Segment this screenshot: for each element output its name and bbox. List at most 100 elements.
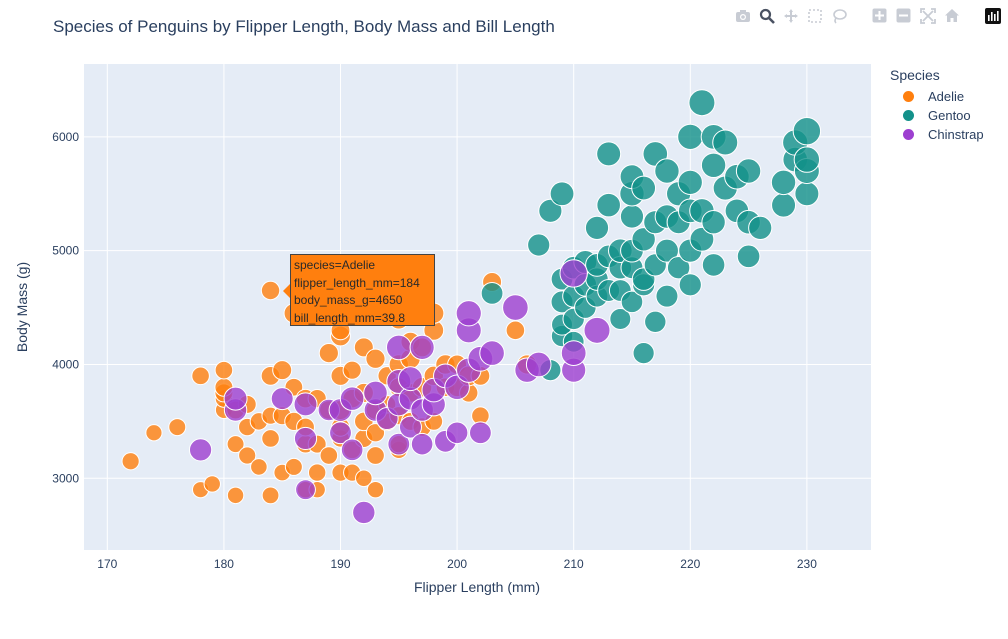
data-point-chinstrap[interactable] — [525, 351, 552, 378]
data-point-adelie[interactable] — [203, 475, 221, 493]
data-point-gentoo[interactable] — [701, 210, 726, 235]
data-point-adelie[interactable] — [226, 486, 245, 505]
data-point-adelie[interactable] — [505, 320, 526, 341]
data-point-gentoo[interactable] — [619, 204, 645, 229]
data-point-chinstrap[interactable] — [469, 421, 492, 445]
zoom-in-icon[interactable] — [870, 6, 889, 25]
data-point-gentoo[interactable] — [712, 129, 739, 156]
data-point-gentoo[interactable] — [794, 181, 820, 207]
data-point-gentoo[interactable] — [644, 310, 667, 333]
data-point-gentoo[interactable] — [620, 290, 644, 314]
data-point-adelie[interactable] — [214, 360, 234, 380]
data-point-chinstrap[interactable] — [339, 386, 365, 411]
data-point-gentoo[interactable] — [689, 226, 715, 252]
data-point-chinstrap[interactable] — [398, 415, 422, 439]
data-point-adelie[interactable] — [284, 457, 303, 476]
data-point-chinstrap[interactable] — [293, 392, 318, 417]
data-point-chinstrap[interactable] — [295, 479, 316, 501]
data-point-adelie[interactable] — [121, 452, 140, 471]
data-point-adelie[interactable] — [261, 429, 280, 448]
data-point-gentoo[interactable] — [538, 198, 563, 223]
zoom-icon[interactable] — [757, 6, 776, 25]
data-point-chinstrap[interactable] — [352, 500, 376, 525]
data-point-adelie[interactable] — [250, 458, 268, 476]
data-point-gentoo[interactable] — [700, 152, 727, 178]
data-point-gentoo[interactable] — [688, 89, 716, 117]
data-point-gentoo[interactable] — [735, 158, 762, 184]
data-point-gentoo[interactable] — [748, 215, 773, 240]
camera-icon[interactable] — [733, 6, 752, 25]
legend-item-chinstrap[interactable]: Chinstrap — [890, 125, 984, 144]
data-point-gentoo[interactable] — [655, 284, 679, 308]
data-point-chinstrap[interactable] — [387, 432, 411, 456]
series-gentoo[interactable] — [480, 89, 822, 382]
data-point-chinstrap[interactable] — [223, 386, 248, 411]
data-point-gentoo[interactable] — [631, 175, 657, 201]
data-point-adelie[interactable] — [307, 463, 327, 482]
data-point-gentoo[interactable] — [584, 215, 610, 240]
reset-axes-icon[interactable] — [942, 6, 961, 25]
data-point-adelie[interactable] — [260, 280, 281, 301]
data-point-gentoo[interactable] — [596, 141, 622, 167]
data-point-gentoo[interactable] — [770, 169, 797, 196]
data-point-gentoo[interactable] — [666, 256, 691, 280]
data-point-adelie[interactable] — [238, 446, 257, 465]
data-point-chinstrap[interactable] — [502, 294, 529, 321]
data-point-adelie[interactable] — [319, 446, 339, 465]
data-point-adelie[interactable] — [191, 366, 210, 386]
data-point-gentoo[interactable] — [771, 192, 797, 218]
data-point-gentoo[interactable] — [678, 273, 702, 297]
data-point-adelie[interactable] — [365, 423, 386, 443]
data-point-gentoo[interactable] — [793, 146, 821, 173]
data-point-chinstrap[interactable] — [455, 300, 482, 327]
data-points[interactable] — [121, 89, 822, 525]
data-point-adelie[interactable] — [272, 360, 293, 381]
data-point-chinstrap[interactable] — [560, 340, 587, 366]
data-point-adelie[interactable] — [168, 418, 187, 437]
data-point-chinstrap[interactable] — [340, 438, 364, 462]
legend-item-adelie[interactable]: Adelie — [890, 87, 984, 106]
data-point-adelie[interactable] — [366, 446, 385, 465]
data-point-gentoo[interactable] — [736, 244, 761, 269]
data-point-chinstrap[interactable] — [363, 380, 388, 406]
data-point-chinstrap[interactable] — [293, 426, 318, 451]
data-point-gentoo[interactable] — [609, 307, 632, 330]
series-chinstrap[interactable] — [188, 259, 611, 525]
box-select-icon[interactable] — [805, 6, 824, 25]
data-point-chinstrap[interactable] — [445, 421, 469, 445]
data-point-chinstrap[interactable] — [479, 340, 505, 366]
lasso-icon[interactable] — [829, 6, 848, 25]
data-point-adelie[interactable] — [318, 342, 339, 364]
zoom-out-icon[interactable] — [894, 6, 913, 25]
data-point-gentoo[interactable] — [480, 281, 504, 305]
data-point-adelie[interactable] — [366, 480, 385, 499]
data-point-gentoo[interactable] — [631, 227, 656, 252]
data-point-gentoo[interactable] — [632, 341, 655, 365]
data-point-adelie[interactable] — [342, 360, 362, 380]
data-point-adelie[interactable] — [365, 348, 386, 369]
data-point-adelie[interactable] — [261, 486, 280, 505]
data-point-gentoo[interactable] — [527, 233, 551, 257]
data-point-chinstrap[interactable] — [583, 316, 611, 344]
data-point-gentoo[interactable] — [792, 116, 822, 146]
legend-item-gentoo[interactable]: Gentoo — [890, 106, 984, 125]
data-point-chinstrap[interactable] — [188, 438, 213, 462]
data-point-gentoo[interactable] — [677, 123, 704, 150]
pan-icon[interactable] — [781, 6, 800, 25]
data-point-chinstrap[interactable] — [270, 387, 294, 411]
plotly-logo-icon[interactable] — [983, 6, 1002, 25]
autoscale-icon[interactable] — [918, 6, 937, 25]
data-point-gentoo[interactable] — [701, 253, 726, 277]
data-point-gentoo[interactable] — [549, 181, 575, 207]
data-point-chinstrap[interactable] — [409, 334, 435, 361]
data-point-gentoo[interactable] — [654, 158, 680, 184]
data-point-chinstrap[interactable] — [410, 432, 434, 456]
data-point-chinstrap[interactable] — [559, 259, 588, 288]
data-point-adelie[interactable] — [145, 424, 163, 442]
data-point-gentoo[interactable] — [596, 192, 621, 218]
data-point-chinstrap[interactable] — [398, 366, 423, 392]
data-point-adelie[interactable] — [355, 469, 373, 488]
data-point-chinstrap[interactable] — [386, 334, 412, 361]
data-point-adelie[interactable] — [226, 435, 245, 454]
